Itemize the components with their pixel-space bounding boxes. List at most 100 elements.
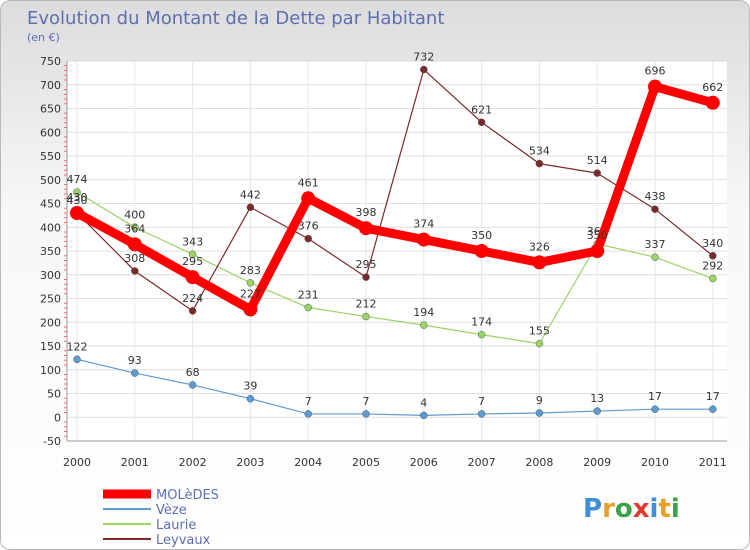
data-label: 430 (67, 191, 88, 204)
data-label: 474 (67, 173, 88, 186)
x-axis-ticks: 2000 2001 2002 2003 2004 2005 2006 2007 2008 2009… (63, 456, 727, 469)
data-point (477, 410, 486, 418)
data-label: 17 (706, 390, 720, 403)
x-tick-label: 2008 (525, 456, 553, 469)
data-label: 326 (529, 240, 550, 253)
y-tick-label: 250 (40, 293, 61, 306)
data-point (420, 65, 428, 74)
data-point (651, 205, 659, 213)
data-point (590, 244, 605, 258)
x-tick-label: 2002 (179, 456, 207, 469)
series-3: 430 308 224 442 376 295 732 621 534 514 438 340 (67, 51, 723, 315)
data-point (127, 237, 142, 252)
data-label: 343 (182, 235, 203, 248)
data-point (188, 250, 197, 259)
data-point (477, 118, 486, 127)
data-label: 398 (356, 206, 377, 219)
data-point (648, 79, 662, 94)
data-label: 340 (702, 237, 723, 250)
series-line (72, 82, 718, 314)
data-point (246, 203, 255, 212)
series-line (76, 358, 714, 416)
y-tick-label: 200 (40, 316, 61, 329)
data-label: 364 (124, 222, 145, 235)
data-label: 337 (645, 238, 666, 251)
svg-text:Proxiti: Proxiti (583, 494, 680, 524)
data-label: 7 (363, 395, 370, 408)
data-label: 621 (471, 103, 492, 116)
data-label: 461 (298, 176, 319, 189)
data-label: 438 (645, 190, 666, 203)
data-label: 7 (478, 395, 485, 408)
data-point (304, 234, 312, 243)
data-label: 174 (471, 316, 492, 329)
data-point (131, 267, 139, 275)
data-label: 194 (413, 306, 434, 319)
x-tick-label: 2000 (63, 456, 91, 469)
data-point (651, 253, 659, 261)
data-point (362, 312, 370, 321)
legend-label: Leyvaux (156, 533, 211, 548)
x-tick-label: 2003 (236, 456, 264, 469)
y-axis-ticks: -50 0 50 100 150 200 250 300 350 400 450 500 550 600 6… (40, 55, 61, 448)
data-label: 68 (186, 366, 200, 379)
data-point (477, 330, 486, 339)
proxiti-logo: Proxiti (583, 494, 680, 524)
data-point (420, 411, 428, 420)
y-tick-label: 450 (40, 198, 61, 211)
data-label: 295 (182, 255, 203, 268)
y-tick-label: 100 (40, 364, 61, 377)
y-tick-label: 0 (54, 411, 61, 424)
x-tick-label: 2010 (641, 456, 669, 469)
data-label: 696 (645, 65, 666, 78)
y-tick-label: 600 (40, 126, 61, 139)
data-point (420, 321, 428, 329)
data-point (188, 381, 197, 389)
data-label: 442 (240, 188, 261, 201)
data-label: 374 (413, 218, 434, 231)
x-tick-label: 2004 (294, 456, 322, 469)
data-label: 308 (124, 252, 145, 265)
data-label: 93 (128, 354, 142, 367)
legend-label: Laurie (156, 518, 196, 533)
data-point (246, 394, 255, 403)
data-label: 295 (356, 258, 377, 271)
data-point (73, 188, 81, 196)
data-label: 4 (420, 396, 427, 409)
x-tick-label: 2006 (410, 456, 438, 469)
data-label: 224 (182, 292, 203, 305)
data-label: 122 (67, 340, 88, 353)
y-tick-label: -50 (43, 435, 61, 448)
y-tick-label: 550 (40, 150, 61, 163)
data-label: 376 (298, 220, 319, 233)
data-point (359, 221, 373, 236)
y-tick-label: 350 (40, 245, 61, 258)
y-tick-label: 50 (47, 388, 61, 401)
data-label: 9 (536, 394, 543, 407)
data-label: 430 (67, 194, 88, 207)
data-point (709, 252, 717, 260)
x-tick-label: 2001 (121, 456, 149, 469)
data-point (709, 274, 717, 283)
data-label: 227 (240, 287, 261, 300)
x-tick-label: 2007 (468, 456, 496, 469)
data-label: 534 (529, 145, 550, 158)
y-tick-label: 300 (40, 269, 61, 282)
chart-title: Evolution du Montant de la Dette par Hab… (27, 8, 444, 29)
chart-subtitle: (en €) (27, 31, 60, 44)
data-label: 514 (587, 154, 608, 167)
data-label: 17 (648, 390, 662, 403)
data-point (362, 273, 370, 281)
series-1: 122 93 68 39 7 7 4 7 9 13 17 17 (67, 340, 720, 420)
y-tick-label: 500 (40, 174, 61, 187)
data-label: 350 (587, 229, 608, 242)
x-tick-label: 2011 (699, 456, 727, 469)
x-tick-label: 2009 (583, 456, 611, 469)
data-label: 732 (413, 51, 434, 64)
data-point (474, 244, 489, 258)
y-tick-label: 650 (40, 103, 61, 116)
axes (64, 61, 727, 442)
series-layer: 122 93 68 39 7 7 4 7 9 13 17 17 474 400 343 283 231 212 19… (67, 51, 723, 420)
